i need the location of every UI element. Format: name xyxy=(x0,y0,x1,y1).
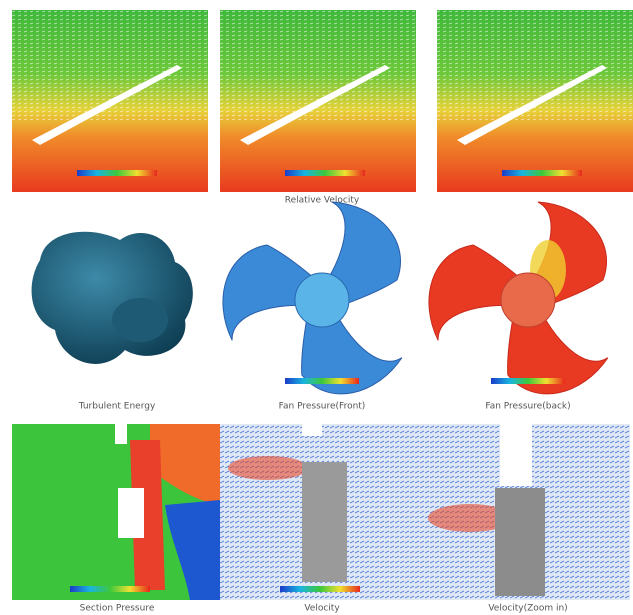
fan-back-image xyxy=(404,202,613,417)
wall xyxy=(115,424,127,444)
legend-bar xyxy=(70,586,150,592)
caption: Velocity(Zoom in) xyxy=(488,604,567,614)
legend-bar xyxy=(491,378,565,384)
wall xyxy=(302,424,322,436)
caption: Relative Velocity xyxy=(285,196,360,206)
turbulent-energy-image xyxy=(32,232,193,364)
section-pressure-image xyxy=(12,424,220,600)
relative-velocity-image xyxy=(12,10,208,192)
fan-hub xyxy=(501,273,555,327)
caption: Velocity xyxy=(304,604,340,614)
wall xyxy=(118,488,144,538)
relative-velocity-image xyxy=(437,10,633,192)
iso-surface xyxy=(32,232,193,364)
legend-bar xyxy=(280,586,360,592)
fan-hub xyxy=(295,273,349,327)
caption: Fan Pressure(Front) xyxy=(279,402,366,412)
figure: Relative Velocity Turbulent Energy Fan P… xyxy=(0,0,633,615)
wall xyxy=(500,424,532,486)
caption: Fan Pressure(back) xyxy=(485,402,570,412)
fan-front-image xyxy=(198,202,407,417)
caption: Section Pressure xyxy=(80,604,155,614)
field xyxy=(228,456,308,480)
legend-bar xyxy=(285,378,359,384)
velocity-image xyxy=(220,424,425,600)
caption: Turbulent Energy xyxy=(78,402,156,412)
velocity-zoom-image xyxy=(425,424,630,600)
iso-surface xyxy=(112,298,168,342)
blade-section xyxy=(302,462,347,582)
blade-section xyxy=(495,488,545,596)
relative-velocity-image xyxy=(220,10,416,192)
